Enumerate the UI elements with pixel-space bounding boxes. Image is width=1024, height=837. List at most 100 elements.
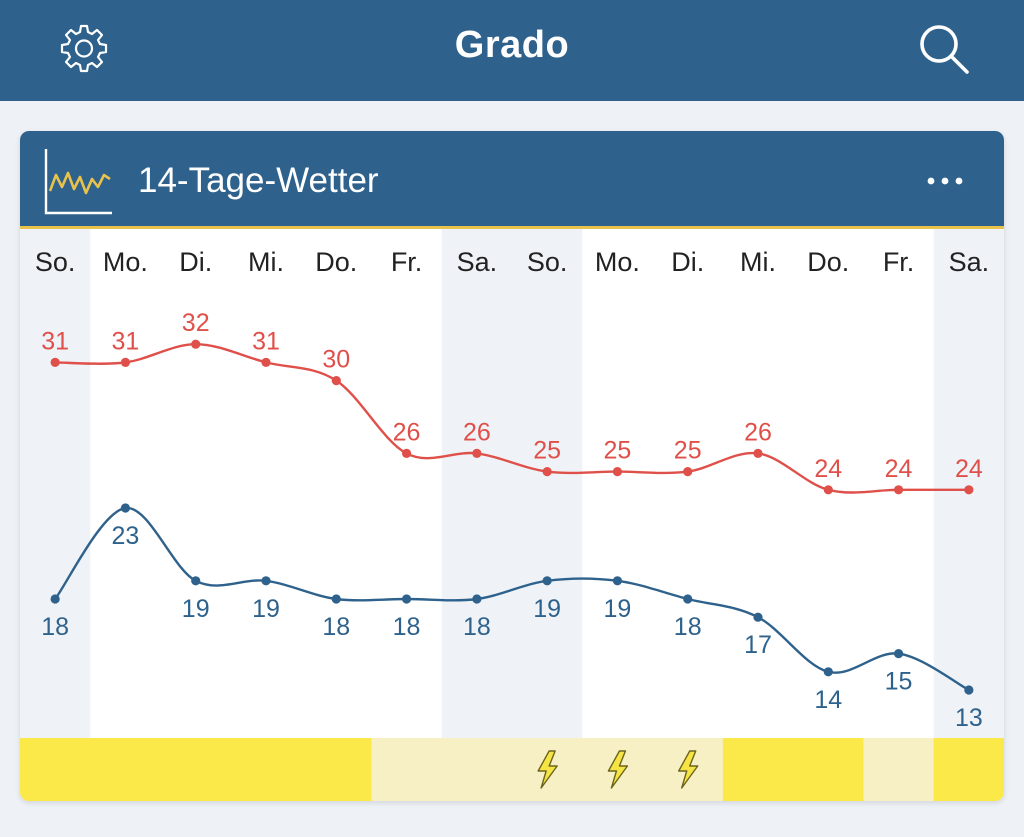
low-temp-point [331, 594, 341, 604]
high-temp-label: 26 [744, 418, 772, 446]
low-temp-label: 18 [393, 613, 421, 641]
card-title: 14-Tage-Wetter [138, 161, 379, 200]
weather-strip-cell [371, 738, 443, 801]
high-temp-label: 25 [674, 437, 702, 465]
more-dots-icon [927, 177, 963, 185]
high-temp-label: 31 [112, 327, 140, 355]
high-temp-label: 24 [885, 455, 913, 483]
weekend-column-shade [20, 229, 91, 739]
low-temp-point [753, 612, 763, 622]
low-temp-label: 15 [885, 668, 913, 696]
day-label: Mi. [248, 247, 284, 277]
low-temp-point [50, 594, 60, 604]
high-temp-label: 26 [393, 418, 421, 446]
low-temp-label: 19 [252, 595, 280, 623]
day-label: Mo. [595, 247, 640, 277]
weather-strip-cell [301, 738, 373, 801]
high-temp-label: 32 [182, 309, 210, 337]
high-temp-point [261, 357, 271, 367]
weather-strip-svg [20, 738, 1004, 801]
low-temp-point [401, 594, 412, 604]
day-label: Sa. [949, 247, 990, 277]
day-label: Di. [179, 247, 212, 277]
low-temp-label: 19 [604, 595, 632, 623]
low-temp-label: 18 [322, 613, 350, 641]
high-temp-label: 24 [955, 455, 983, 483]
high-temp-point [823, 485, 833, 495]
weekend-column-shade [512, 229, 583, 739]
gear-icon [60, 24, 108, 73]
high-temp-label: 25 [533, 437, 561, 465]
low-temp-label: 13 [955, 704, 983, 732]
lightning-icon [607, 750, 629, 789]
high-temp-point [753, 448, 763, 458]
location-title: Grado [454, 24, 570, 66]
high-temp-label: 25 [604, 437, 632, 465]
temperature-chart-svg: So. Mo. Di. Mi. Do. Fr. Sa. So. Mo. Di. Mi. Do. Fr. S… [20, 229, 1004, 739]
low-temp-point [612, 576, 623, 586]
card-header: 14-Tage-Wetter [20, 131, 1004, 229]
high-temp-label: 24 [814, 455, 842, 483]
high-temp-point [401, 448, 412, 458]
high-temp-point [191, 339, 201, 349]
low-temp-label: 18 [674, 613, 702, 641]
low-temp-point [683, 594, 693, 604]
low-temp-label: 18 [41, 613, 69, 641]
weekend-column-shade [933, 229, 1004, 739]
low-temp-point [964, 685, 974, 695]
weather-strip-cell [933, 738, 1004, 801]
low-temp-point [191, 576, 201, 586]
high-temp-label: 30 [322, 346, 350, 374]
line-chart-icon [44, 149, 112, 215]
weather-strip-cell [90, 738, 162, 801]
weather-strip-cell [441, 738, 513, 801]
high-temp-point [120, 357, 131, 367]
day-label: Mo. [103, 247, 148, 277]
high-temp-point [472, 448, 482, 458]
low-temp-label: 14 [814, 686, 842, 714]
lightning-icon [678, 750, 699, 789]
day-label: So. [527, 247, 568, 277]
app-header: Grado [0, 0, 1024, 101]
high-temp-point [331, 376, 341, 386]
low-temp-label: 18 [463, 613, 491, 641]
high-temp-line [55, 342, 969, 494]
low-temp-point [823, 667, 833, 677]
day-label: Sa. [457, 247, 498, 277]
day-label: Di. [671, 247, 704, 277]
low-temp-point [261, 576, 271, 586]
forecast-card: 14-Tage-Wetter So. Mo. Di. Mi. Do. Fr. Sa. So. M… [20, 131, 1004, 801]
low-temp-label: 19 [533, 595, 561, 623]
day-label: So. [35, 247, 76, 277]
search-icon [920, 25, 969, 74]
weather-strip-cell [722, 738, 794, 801]
weather-strip-cell [863, 738, 935, 801]
more-options-button[interactable] [920, 161, 970, 201]
settings-button[interactable] [55, 20, 113, 78]
weather-strip [20, 738, 1004, 801]
weather-strip-cell [230, 738, 302, 801]
weather-strip-cell [160, 738, 232, 801]
search-button[interactable] [915, 20, 973, 78]
low-temp-label: 17 [744, 631, 772, 659]
day-label: Do. [315, 247, 357, 277]
high-temp-label: 31 [41, 327, 69, 355]
low-temp-point [472, 594, 482, 604]
weekend-column-shade [441, 229, 512, 739]
low-temp-point [120, 503, 131, 513]
day-label: Mi. [740, 247, 776, 277]
day-label: Do. [807, 247, 849, 277]
high-temp-point [612, 467, 623, 477]
high-temp-label: 31 [252, 327, 280, 355]
weather-strip-cell [20, 738, 91, 801]
low-temp-point [893, 649, 904, 659]
high-temp-point [50, 357, 60, 367]
temperature-chart: So. Mo. Di. Mi. Do. Fr. Sa. So. Mo. Di. Mi. Do. Fr. S… [20, 229, 1004, 739]
high-temp-label: 26 [463, 418, 491, 446]
weather-strip-cell [793, 738, 865, 801]
high-temp-point [893, 485, 904, 495]
low-temp-label: 19 [182, 595, 210, 623]
low-temp-label: 23 [112, 522, 140, 550]
high-temp-point [964, 485, 974, 495]
day-label: Fr. [883, 247, 915, 277]
